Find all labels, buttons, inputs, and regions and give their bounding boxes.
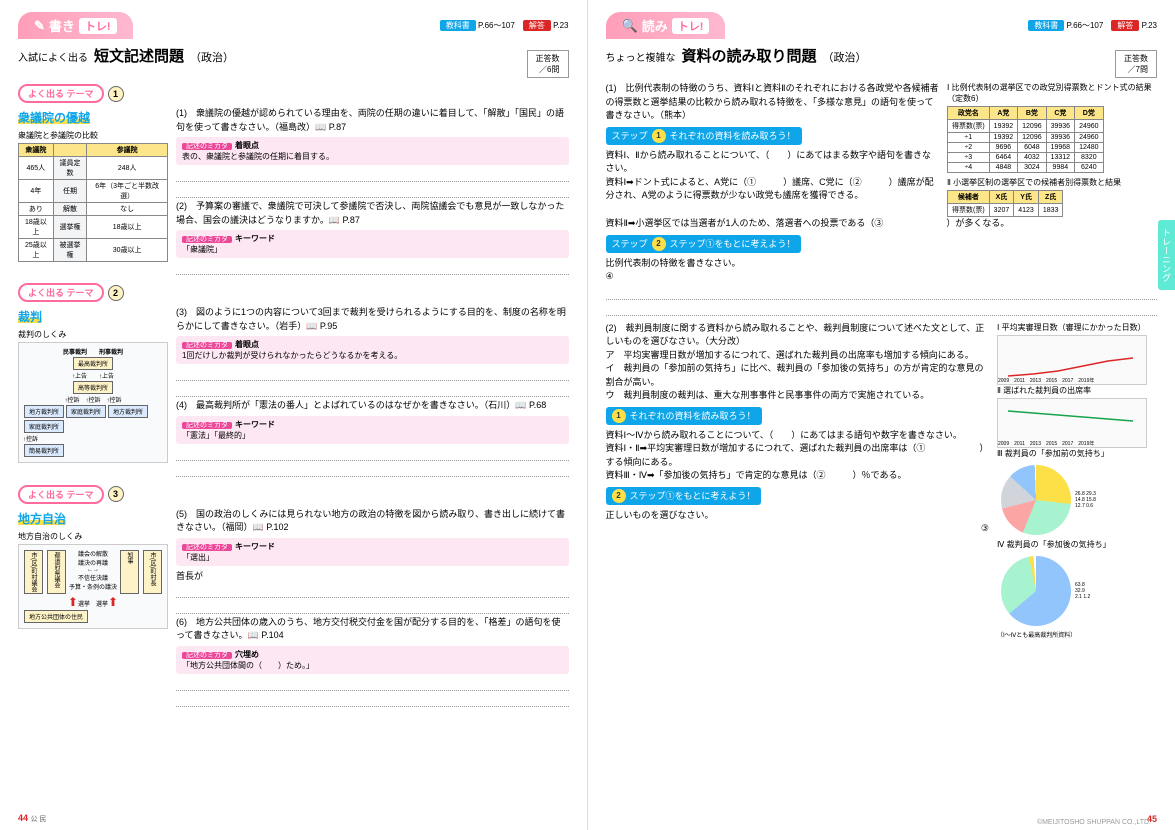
q1-hint: 記述のミカタ着眼点表の、衆議院と参議院の任期に着目する。 [176, 137, 569, 165]
pie-chart-2: 63.832.92.1 1.2 [997, 552, 1157, 630]
house-comparison-table: 衆議院参議院 465人議員定数248人 4年任期6年（3年ごと半数改選） あり解… [18, 143, 168, 262]
table1-title: Ⅰ 比例代表制の選挙区での政党別得票数とドント式の結果（定数6） [947, 82, 1157, 104]
step4-bar: 2ステップ①をもとに考えよう！ [606, 487, 762, 505]
dhondt-table: 政党名A党B党C党D党 得票数(票)19392120963993624960 ÷… [947, 106, 1104, 173]
chart4-title: Ⅳ 裁判員の「参加後の気持ち」 [997, 539, 1157, 550]
answer-line[interactable] [176, 600, 569, 614]
answer-line[interactable] [176, 693, 569, 707]
answer-line[interactable] [176, 383, 569, 397]
answer-line[interactable] [176, 168, 569, 182]
left-header: ✎ 書き トレ! 教科書 P.66～107 解答 P.23 [18, 12, 569, 39]
q6-hint: 記述のミカタ穴埋め「地方公共団体間の（ ）ため。」 [176, 646, 569, 674]
single-district-table: 候補者X氏Y氏Z氏 得票数(票)320741231833 [947, 190, 1063, 217]
answer-badge: 解答 [523, 20, 551, 31]
answer-line[interactable] [176, 677, 569, 691]
step1-bar: ステップ1それぞれの資料を読み取ろう！ [606, 127, 802, 145]
court-system-diagram: 民事裁判 刑事裁判 最高裁判所 ↑上告 ↑上告 高等裁判所 ↑控訴 ↑控訴 ↑控… [18, 342, 168, 463]
tab-prefix: 書き [49, 16, 75, 35]
q2-text: (2) 予算案の審議で、衆議院で可決して参議院で否決し、両院協議会でも意見が一致… [176, 200, 569, 227]
theme-1-title: 衆議院の優越 [18, 109, 168, 126]
rq1-text: (1) 比例代表制の特徴のうち、資料Ⅰと資料Ⅱのそれぞれにおける各政党や各候補者… [606, 82, 940, 123]
theme-3-title: 地方自治 [18, 510, 168, 527]
local-gov-diagram: 市(区)町村議会 都道府県議会 議会の解散議決の再議←→不信任決議予算・条例の議… [18, 544, 168, 629]
q4-text: (4) 最高裁判所が「憲法の番人」とよばれているのはなぜかを書きなさい。（石川）… [176, 399, 569, 413]
chart1-title: Ⅰ 平均実審理日数（審理にかかった日数） [997, 322, 1157, 333]
q5-text: (5) 国の政治のしくみには見られない地方の政治の特徴を図から読み取り、書き出し… [176, 508, 569, 535]
answer-line[interactable] [176, 463, 569, 477]
theme-3-bar: よく出る テーマ 3 [18, 485, 569, 504]
q2-hint: 記述のミカタキーワード「衆議院」 [176, 230, 569, 258]
q5-hint: 記述のミカタキーワード「選出」 [176, 538, 569, 566]
copyright: ©MEIJITOSHO SHUPPAN CO.,LTD. [1037, 819, 1151, 826]
theme-2-title: 裁判 [18, 308, 168, 325]
left-refs: 教科書 P.66～107 解答 P.23 [440, 20, 569, 31]
title-main: 短文記述問題 [94, 45, 184, 66]
theme-2-bar: よく出る テーマ 2 [18, 283, 569, 302]
right-header: 🔍 読み トレ! 教科書 P.66～107 解答 P.23 [606, 12, 1158, 39]
right-page: 🔍 読み トレ! 教科書 P.66～107 解答 P.23 ちょっと複雑な 資料… [588, 0, 1175, 830]
title-prefix: 入試によく出る [18, 49, 88, 64]
tab-prefix: 読み [642, 16, 668, 35]
q3-hint: 記述のミカタ着眼点1回だけしか裁判が受けられなかったらどうなるかを考える。 [176, 336, 569, 364]
step3-bar: 1それぞれの資料を読み取ろう！ [606, 407, 762, 425]
left-page-num: 44 公 民 [18, 813, 46, 824]
q4-hint: 記述のミカタキーワード「憲法」「最終的」 [176, 416, 569, 444]
answer-line[interactable] [176, 184, 569, 198]
left-page: ✎ 書き トレ! 教科書 P.66～107 解答 P.23 入試によく出る 短文… [0, 0, 588, 830]
kaki-tore-tab: ✎ 書き トレ! [18, 12, 133, 39]
tab-tore: トレ! [672, 18, 710, 34]
answer-line[interactable] [606, 286, 1158, 300]
table2-title: Ⅱ 小選挙区制の選挙区での候補者別得票数と結果 [947, 177, 1157, 188]
line-chart-1: 2009 2011 2013 2015 2017 2019年 [997, 335, 1147, 385]
score-box: 正答数 ／7問 [1115, 50, 1157, 78]
chart3-title: Ⅲ 裁判員の「参加前の気持ち」 [997, 448, 1157, 459]
q3-text: (3) 図のように1つの内容について3回まで裁判を受けられるようにする目的を、制… [176, 306, 569, 333]
tab-tore: トレ! [79, 18, 117, 34]
q1-text: (1) 衆議院の優越が認められている理由を、両院の任期の違いに着目して、「解散」… [176, 107, 569, 134]
side-tab: トレーニング [1158, 220, 1175, 290]
score-box: 正答数 ／6問 [527, 50, 569, 78]
answer-line[interactable] [176, 367, 569, 381]
line-chart-2: 2009 2011 2013 2015 2017 2019年 [997, 398, 1147, 448]
answer-line[interactable] [176, 584, 569, 598]
q6-text: (6) 地方公共団体の歳入のうち、地方交付税交付金を国が配分する目的を、「格差」… [176, 616, 569, 643]
right-title-row: ちょっと複雑な 資料の読み取り問題 （政治） 正答数 ／7問 [606, 45, 1158, 78]
title-sub: （政治） [190, 49, 234, 65]
right-refs: 教科書 P.66～107 解答 P.23 [1028, 20, 1157, 31]
chart2-title: Ⅱ 選ばれた裁判員の出席率 [997, 385, 1157, 396]
textbook-badge: 教科書 [440, 20, 476, 31]
left-title-row: 入試によく出る 短文記述問題 （政治） 正答数 ／6問 [18, 45, 569, 78]
step2-bar: ステップ2ステップ①をもとに考えよう！ [606, 235, 802, 253]
yomi-tore-tab: 🔍 読み トレ! [606, 12, 726, 39]
pie-chart-1: 26.8 29.314.8 15.812.7 0.6 [997, 461, 1157, 539]
theme-1-bar: よく出る テーマ 1 [18, 84, 569, 103]
answer-line[interactable] [176, 261, 569, 275]
rq2-text: (2) 裁判員制度に関する資料から読み取れることや、裁判員制度について述べた文と… [606, 322, 990, 349]
answer-line[interactable] [176, 447, 569, 461]
answer-line[interactable] [606, 302, 1158, 316]
